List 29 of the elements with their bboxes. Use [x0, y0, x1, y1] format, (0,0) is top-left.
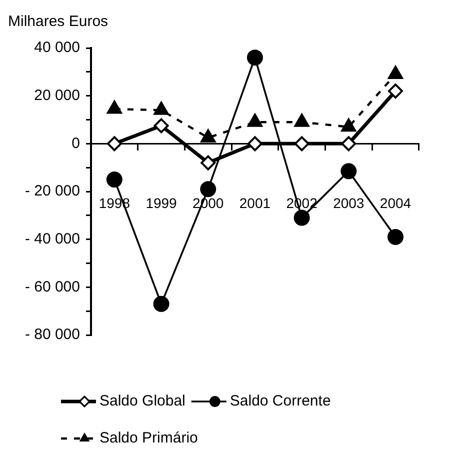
y-tick-label: - 20 000	[24, 182, 80, 200]
point	[106, 172, 122, 188]
y-tick-label: - 80 000	[24, 326, 80, 344]
x-tick-label: 1999	[146, 194, 178, 211]
legend-label: Saldo Corrente	[230, 392, 331, 410]
point	[387, 228, 404, 245]
y-tick-label: 0	[72, 134, 80, 152]
point	[341, 136, 356, 152]
point	[200, 181, 216, 198]
point	[340, 163, 357, 180]
y-tick-label: 40 000	[34, 39, 80, 56]
point	[106, 136, 122, 152]
y-tick-label: - 60 000	[24, 278, 80, 296]
point	[154, 118, 169, 134]
point	[294, 136, 310, 152]
y-tick-label: - 40 000	[24, 230, 80, 248]
point	[153, 296, 170, 312]
x-tick-label: 2003	[333, 194, 364, 211]
point	[388, 84, 403, 99]
x-tick-label: 2001	[239, 194, 271, 211]
point	[200, 155, 216, 170]
point	[247, 136, 262, 152]
x-tick-label: 2004	[380, 194, 412, 211]
legend-label: Saldo Primário	[100, 430, 198, 447]
y-axis-title: Milhares Euros	[8, 13, 108, 30]
point	[294, 210, 310, 226]
point	[246, 50, 263, 66]
y-tick-label: 20 000	[34, 86, 80, 104]
legend-label: Saldo Global	[100, 392, 186, 410]
